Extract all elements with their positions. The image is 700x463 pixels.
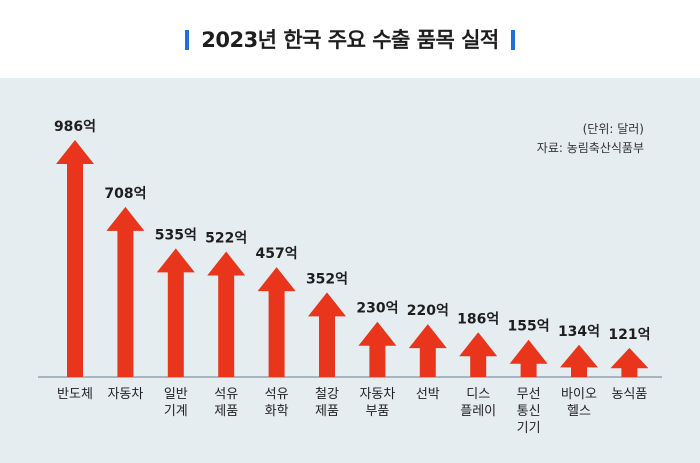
value-label: 986억 <box>54 119 96 135</box>
value-label: 186억 <box>457 311 499 327</box>
value-label: 522억 <box>205 231 247 247</box>
value-label: 352억 <box>306 271 348 287</box>
category-label-line: 철강 <box>315 387 339 402</box>
category-label: 자동차 <box>107 387 143 402</box>
bar-arrow <box>408 324 447 377</box>
category-label-line: 제품 <box>315 404 339 419</box>
category-label-line: 선박 <box>416 387 440 402</box>
title-wrap: 2023년 한국 주요 수출 품목 실적 <box>0 24 700 54</box>
value-label: 535억 <box>155 227 197 243</box>
category-label-line: 기기 <box>517 421 541 436</box>
bar-arrow <box>560 344 598 377</box>
bar-arrow <box>207 251 246 377</box>
value-label: 121억 <box>608 327 650 343</box>
source-note: 자료: 농림축산식품부 <box>536 141 644 155</box>
chart-notes: (단위: 달러) 자료: 농림축산식품부 <box>537 120 644 158</box>
value-label: 457억 <box>256 246 298 262</box>
category-label-line: 헬스 <box>567 404 591 419</box>
value-label: 155억 <box>508 319 550 335</box>
chart-header: 2023년 한국 주요 수출 품목 실적 <box>0 0 700 78</box>
category-label-line: 바이오 <box>561 387 597 402</box>
bar-arrow <box>610 347 649 377</box>
category-label-line: 석유 <box>214 387 238 402</box>
bar-arrow <box>257 267 296 377</box>
bar-arrow <box>308 292 346 377</box>
category-label-line: 반도체 <box>57 387 93 402</box>
category-label: 선박 <box>416 387 440 402</box>
unit-note: (단위: 달러) <box>582 122 644 136</box>
category-label-line: 플레이 <box>460 404 496 419</box>
category-label-line: 자동차 <box>359 387 395 402</box>
category-label-line: 자동차 <box>107 387 143 402</box>
category-label-line: 기계 <box>164 404 188 419</box>
value-label: 220억 <box>407 303 449 319</box>
category-label-line: 통신 <box>517 404 541 419</box>
bar-arrow <box>459 332 498 377</box>
category-label-line: 농식품 <box>611 387 647 402</box>
bar-arrow <box>106 206 145 377</box>
chart-title: 2023년 한국 주요 수출 품목 실적 <box>201 28 499 52</box>
plot-area <box>0 78 700 463</box>
bar-arrow <box>156 248 195 377</box>
title-accent-right <box>510 30 515 50</box>
category-label: 반도체 <box>57 387 93 402</box>
bar-arrow <box>358 321 397 377</box>
category-label-line: 일반 <box>164 387 188 402</box>
category-label-line: 제품 <box>214 404 238 419</box>
category-label-line: 부품 <box>365 404 389 419</box>
value-label: 134억 <box>558 324 600 340</box>
value-label: 230억 <box>356 301 398 317</box>
category-label: 농식품 <box>611 387 647 402</box>
category-label-line: 디스 <box>466 387 490 402</box>
bar-arrow <box>56 140 94 377</box>
value-label: 708억 <box>104 186 146 202</box>
bar-arrow <box>509 339 548 377</box>
title-accent-left <box>185 30 190 50</box>
category-label-line: 무선 <box>517 387 541 402</box>
category-label-line: 화학 <box>265 404 289 419</box>
category-label-line: 석유 <box>265 387 289 402</box>
